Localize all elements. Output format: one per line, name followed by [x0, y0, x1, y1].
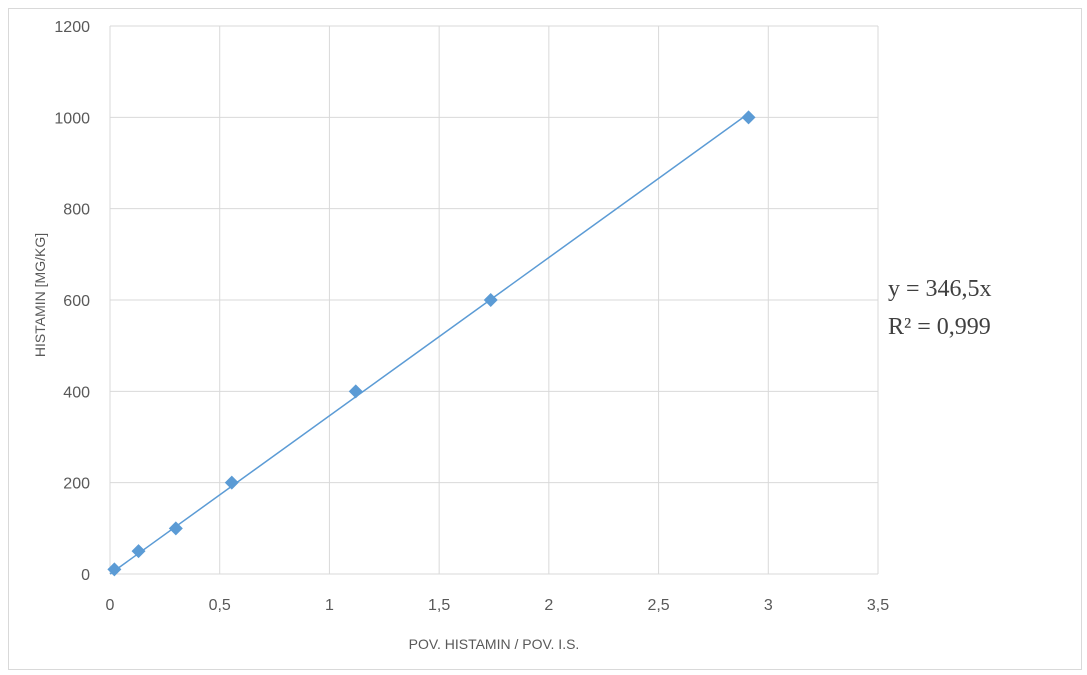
trendline	[109, 112, 749, 575]
x-tick-label: 3	[764, 597, 773, 614]
x-tick-label: 1,5	[428, 597, 450, 614]
y-axis-title: HISTAMIN [MG/KG]	[32, 233, 48, 357]
x-tick-label: 0	[106, 597, 115, 614]
y-tick-label: 0	[81, 567, 90, 584]
data-point	[224, 475, 239, 490]
x-tick-label: 2,5	[647, 597, 669, 614]
data-point	[168, 521, 183, 536]
data-points	[107, 110, 756, 577]
x-axis-title: POV. HISTAMIN / POV. I.S.	[409, 636, 580, 652]
y-tick-label: 200	[63, 476, 90, 493]
data-point	[483, 293, 498, 307]
trendline-r-squared: R² = 0,999	[888, 314, 991, 340]
data-point	[131, 544, 146, 559]
chart-area	[8, 8, 1082, 670]
y-tick-label: 1200	[54, 19, 90, 36]
x-tick-labels: 0 0,5 1 1,5 2 2,5 3 3,5	[106, 597, 890, 614]
data-point	[348, 384, 363, 399]
data-point	[107, 562, 122, 577]
x-tick-label: 1	[325, 597, 334, 614]
y-tick-label: 400	[63, 384, 90, 401]
x-tick-label: 0,5	[209, 597, 231, 614]
trendline-equation: y = 346,5x	[888, 276, 992, 302]
x-tick-label: 3,5	[867, 597, 889, 614]
data-point	[741, 110, 756, 125]
y-tick-label: 1000	[54, 110, 90, 127]
x-tick-label: 2	[544, 597, 553, 614]
y-tick-label: 800	[63, 202, 90, 219]
y-tick-labels: 0 200 400 600 800 1000 1200	[54, 19, 90, 584]
y-tick-label: 600	[63, 293, 90, 310]
